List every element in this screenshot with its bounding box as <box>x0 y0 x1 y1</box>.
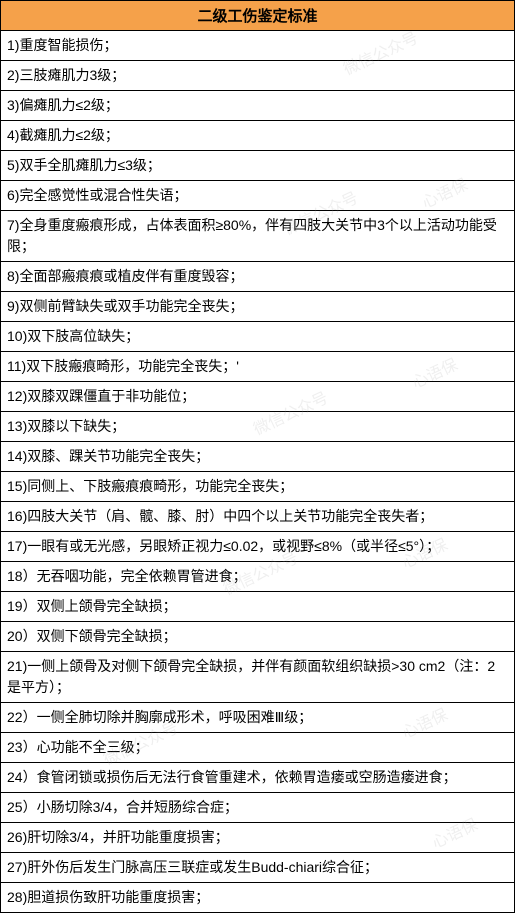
table-body: 1)重度智能损伤；2)三肢瘫肌力3级；3)偏瘫肌力≤2级；4)截瘫肌力≤2级；5… <box>1 31 515 913</box>
table-cell: 1)重度智能损伤； <box>1 31 515 61</box>
table-row: 22）一侧全肺切除并胸廓成形术，呼吸困难Ⅲ级； <box>1 703 515 733</box>
table-row: 24）食管闭锁或损伤后无法行食管重建术，依赖胃造瘘或空肠造瘘进食； <box>1 763 515 793</box>
table-cell: 14)双膝、踝关节功能完全丧失； <box>1 442 515 472</box>
table-row: 27)肝外伤后发生门脉高压三联症或发生Budd-chiari综合征； <box>1 853 515 883</box>
table-cell: 22）一侧全肺切除并胸廓成形术，呼吸困难Ⅲ级； <box>1 703 515 733</box>
table-cell: 21)一侧上颌骨及对侧下颌骨完全缺损，并伴有颜面软组织缺损>30 cm2（注：2… <box>1 652 515 703</box>
table-row: 28)胆道损伤致肝功能重度损害； <box>1 883 515 913</box>
table-row: 26)肝切除3/4，并肝功能重度损害； <box>1 823 515 853</box>
table-cell: 12)双膝双踝僵直于非功能位； <box>1 382 515 412</box>
table-cell: 16)四肢大关节（肩、髋、膝、肘）中四个以上关节功能完全丧失者； <box>1 502 515 532</box>
table-cell: 9)双侧前臂缺失或双手功能完全丧失； <box>1 292 515 322</box>
table-cell: 2)三肢瘫肌力3级； <box>1 61 515 91</box>
table-cell: 17)一眼有或无光感，另眼矫正视力≤0.02，或视野≤8%（或半径≤5°）； <box>1 532 515 562</box>
table-cell: 10)双下肢高位缺失； <box>1 322 515 352</box>
table-row: 18）无吞咽功能，完全依赖胃管进食； <box>1 562 515 592</box>
table-cell: 23）心功能不全三级； <box>1 733 515 763</box>
table-row: 15)同侧上、下肢瘢痕痕畸形，功能完全丧失； <box>1 472 515 502</box>
table-cell: 20）双侧下颌骨完全缺损； <box>1 622 515 652</box>
table-cell: 26)肝切除3/4，并肝功能重度损害； <box>1 823 515 853</box>
table-cell: 11)双下肢瘢痕畸形，功能完全丧失；' <box>1 352 515 382</box>
table-row: 5)双手全肌瘫肌力≤3级； <box>1 151 515 181</box>
table-row: 4)截瘫肌力≤2级； <box>1 121 515 151</box>
table-cell: 28)胆道损伤致肝功能重度损害； <box>1 883 515 913</box>
table-row: 1)重度智能损伤； <box>1 31 515 61</box>
table-header: 二级工伤鉴定标准 <box>1 1 515 31</box>
table-row: 6)完全感觉性或混合性失语； <box>1 181 515 211</box>
standards-table: 二级工伤鉴定标准 1)重度智能损伤；2)三肢瘫肌力3级；3)偏瘫肌力≤2级；4)… <box>0 0 515 913</box>
table-cell: 27)肝外伤后发生门脉高压三联症或发生Budd-chiari综合征； <box>1 853 515 883</box>
table-cell: 15)同侧上、下肢瘢痕痕畸形，功能完全丧失； <box>1 472 515 502</box>
table-row: 10)双下肢高位缺失； <box>1 322 515 352</box>
table-cell: 6)完全感觉性或混合性失语； <box>1 181 515 211</box>
table-row: 7)全身重度瘢痕形成，占体表面积≥80%，伴有四肢大关节中3个以上活动功能受限； <box>1 211 515 262</box>
table-row: 3)偏瘫肌力≤2级； <box>1 91 515 121</box>
table-row: 17)一眼有或无光感，另眼矫正视力≤0.02，或视野≤8%（或半径≤5°）； <box>1 532 515 562</box>
table-cell: 19）双侧上颌骨完全缺损； <box>1 592 515 622</box>
table-row: 9)双侧前臂缺失或双手功能完全丧失； <box>1 292 515 322</box>
table-row: 2)三肢瘫肌力3级； <box>1 61 515 91</box>
table-row: 12)双膝双踝僵直于非功能位； <box>1 382 515 412</box>
table-row: 23）心功能不全三级； <box>1 733 515 763</box>
table-cell: 13)双膝以下缺失； <box>1 412 515 442</box>
table-cell: 18）无吞咽功能，完全依赖胃管进食； <box>1 562 515 592</box>
table-cell: 3)偏瘫肌力≤2级； <box>1 91 515 121</box>
header-row: 二级工伤鉴定标准 <box>1 1 515 31</box>
table-cell: 8)全面部瘢痕痕或植皮伴有重度毁容； <box>1 262 515 292</box>
table-cell: 5)双手全肌瘫肌力≤3级； <box>1 151 515 181</box>
table-cell: 25）小肠切除3/4，合并短肠综合症； <box>1 793 515 823</box>
table-row: 21)一侧上颌骨及对侧下颌骨完全缺损，并伴有颜面软组织缺损>30 cm2（注：2… <box>1 652 515 703</box>
table-row: 14)双膝、踝关节功能完全丧失； <box>1 442 515 472</box>
table-row: 25）小肠切除3/4，合并短肠综合症； <box>1 793 515 823</box>
table-cell: 7)全身重度瘢痕形成，占体表面积≥80%，伴有四肢大关节中3个以上活动功能受限； <box>1 211 515 262</box>
table-row: 19）双侧上颌骨完全缺损； <box>1 592 515 622</box>
table-row: 11)双下肢瘢痕畸形，功能完全丧失；' <box>1 352 515 382</box>
table-cell: 24）食管闭锁或损伤后无法行食管重建术，依赖胃造瘘或空肠造瘘进食； <box>1 763 515 793</box>
table-cell: 4)截瘫肌力≤2级； <box>1 121 515 151</box>
table-row: 13)双膝以下缺失； <box>1 412 515 442</box>
document-container: 二级工伤鉴定标准 1)重度智能损伤；2)三肢瘫肌力3级；3)偏瘫肌力≤2级；4)… <box>0 0 515 913</box>
table-row: 20）双侧下颌骨完全缺损； <box>1 622 515 652</box>
table-row: 8)全面部瘢痕痕或植皮伴有重度毁容； <box>1 262 515 292</box>
table-row: 16)四肢大关节（肩、髋、膝、肘）中四个以上关节功能完全丧失者； <box>1 502 515 532</box>
